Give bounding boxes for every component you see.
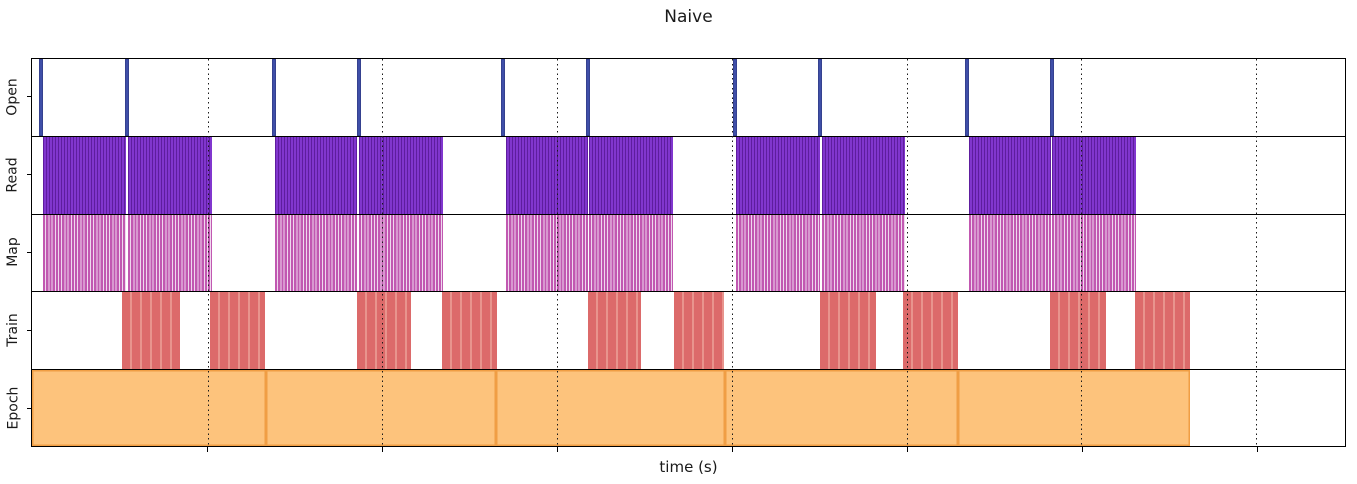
map-block	[735, 214, 821, 292]
map-block	[42, 214, 127, 292]
y-tick	[27, 252, 32, 253]
row-label-text: Epoch	[5, 386, 21, 430]
map-block	[968, 214, 1051, 292]
open-spike	[1050, 59, 1055, 137]
map-block	[1052, 214, 1137, 292]
epoch-block	[957, 369, 1191, 446]
read-block	[506, 137, 588, 214]
row-label-text: Train	[5, 313, 21, 348]
row-label-epoch: Epoch	[0, 369, 26, 447]
train-block	[442, 292, 498, 369]
train-block	[902, 292, 958, 369]
row-label-map: Map	[0, 214, 26, 292]
train-block	[588, 292, 642, 369]
read-block	[821, 137, 905, 214]
x-tick	[1082, 447, 1083, 452]
map-block	[506, 214, 588, 292]
gridline	[1256, 59, 1258, 446]
x-axis-label: time (s)	[659, 458, 718, 476]
row-map	[32, 213, 1345, 292]
train-block	[1135, 292, 1191, 369]
read-block	[358, 137, 444, 214]
map-block	[274, 214, 357, 292]
row-label-text: Open	[5, 78, 21, 116]
y-tick	[27, 329, 32, 331]
epoch-block	[724, 369, 958, 446]
open-spike	[124, 59, 129, 137]
train-block	[121, 292, 180, 369]
x-tick	[732, 447, 733, 452]
read-block	[274, 137, 357, 214]
gridline	[382, 59, 384, 446]
row-label-read: Read	[0, 136, 26, 214]
y-labels: Open Read Map Train Epoch	[0, 58, 32, 447]
row-epoch	[32, 368, 1345, 446]
row-open	[32, 59, 1345, 137]
gridline	[1081, 59, 1083, 446]
read-block	[42, 137, 127, 214]
x-tick	[557, 447, 558, 452]
train-block	[209, 292, 265, 369]
map-block	[821, 214, 905, 292]
open-spike	[356, 59, 361, 137]
gridline	[731, 59, 733, 446]
x-tick	[907, 447, 908, 452]
row-label-text: Read	[5, 157, 21, 193]
read-block	[968, 137, 1051, 214]
plot-area	[31, 58, 1346, 447]
y-tick	[27, 96, 32, 98]
row-label-train: Train	[0, 291, 26, 369]
row-train	[32, 291, 1345, 369]
row-read	[32, 136, 1345, 214]
open-spike	[817, 59, 822, 137]
x-tick	[1257, 447, 1258, 452]
x-tick	[382, 447, 383, 452]
open-spike	[964, 59, 969, 137]
gridline	[906, 59, 908, 446]
y-tick	[27, 174, 32, 176]
epoch-block	[496, 369, 725, 446]
train-block	[356, 292, 412, 369]
open-spike	[586, 59, 591, 137]
open-spike	[732, 59, 737, 137]
map-block	[589, 214, 673, 292]
train-block	[674, 292, 724, 369]
read-block	[589, 137, 673, 214]
read-block	[127, 137, 212, 214]
train-block	[819, 292, 876, 369]
epoch-block	[265, 369, 497, 446]
row-label-text: Map	[5, 237, 22, 268]
read-block	[735, 137, 821, 214]
gridline	[557, 59, 559, 446]
open-spike	[501, 59, 506, 137]
chart-title: Naive	[664, 7, 713, 27]
x-tick	[207, 447, 208, 452]
y-tick	[27, 407, 32, 409]
train-block	[1050, 292, 1107, 369]
map-block	[358, 214, 444, 292]
read-block	[1052, 137, 1137, 214]
map-block	[127, 214, 212, 292]
row-label-open: Open	[0, 58, 26, 136]
open-spike	[38, 59, 43, 137]
gridline	[207, 59, 209, 446]
epoch-block	[32, 369, 266, 446]
open-spike	[271, 59, 276, 137]
